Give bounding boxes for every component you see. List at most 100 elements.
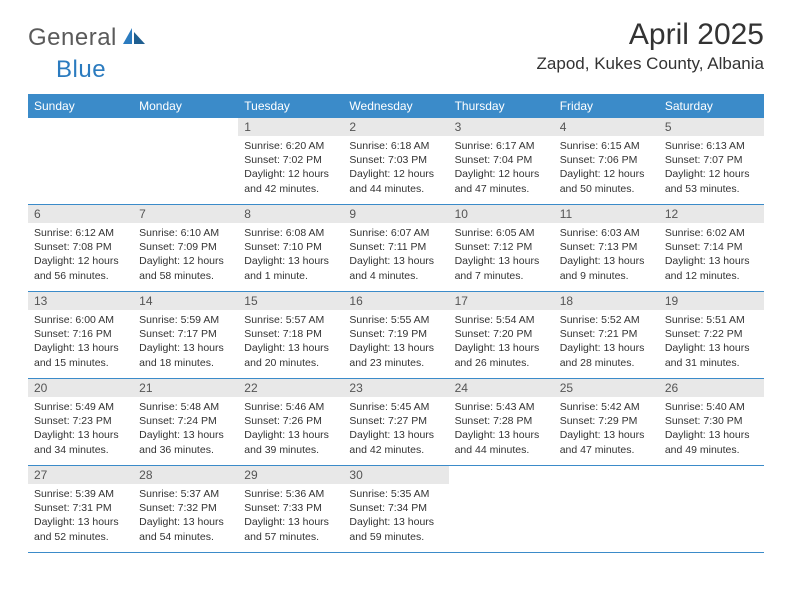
day-content: Sunrise: 5:55 AMSunset: 7:19 PMDaylight:… [343,310,448,373]
weekday-header: Saturday [659,94,764,118]
location-text: Zapod, Kukes County, Albania [537,54,764,74]
day-number: 9 [343,205,448,223]
day-cell: 21Sunrise: 5:48 AMSunset: 7:24 PMDayligh… [133,379,238,466]
day-content: Sunrise: 6:15 AMSunset: 7:06 PMDaylight:… [554,136,659,199]
day-cell: 12Sunrise: 6:02 AMSunset: 7:14 PMDayligh… [659,205,764,292]
day-content: Sunrise: 5:51 AMSunset: 7:22 PMDaylight:… [659,310,764,373]
page-title: April 2025 [537,18,764,52]
day-number: 18 [554,292,659,310]
day-cell: 6Sunrise: 6:12 AMSunset: 7:08 PMDaylight… [28,205,133,292]
empty-day-cell [554,466,659,553]
day-content: Sunrise: 5:46 AMSunset: 7:26 PMDaylight:… [238,397,343,460]
day-content: Sunrise: 6:03 AMSunset: 7:13 PMDaylight:… [554,223,659,286]
day-number: 19 [659,292,764,310]
day-number: 11 [554,205,659,223]
day-number: 10 [449,205,554,223]
day-number: 22 [238,379,343,397]
day-number: 21 [133,379,238,397]
day-number: 24 [449,379,554,397]
empty-day-cell [28,118,133,205]
calendar-week-row: 1Sunrise: 6:20 AMSunset: 7:02 PMDaylight… [28,118,764,205]
day-number: 30 [343,466,448,484]
day-cell: 28Sunrise: 5:37 AMSunset: 7:32 PMDayligh… [133,466,238,553]
day-content: Sunrise: 5:57 AMSunset: 7:18 PMDaylight:… [238,310,343,373]
day-content: Sunrise: 5:35 AMSunset: 7:34 PMDaylight:… [343,484,448,547]
day-cell: 7Sunrise: 6:10 AMSunset: 7:09 PMDaylight… [133,205,238,292]
weekday-header: Wednesday [343,94,448,118]
empty-day-cell [449,466,554,553]
day-content: Sunrise: 5:54 AMSunset: 7:20 PMDaylight:… [449,310,554,373]
calendar-table: SundayMondayTuesdayWednesdayThursdayFrid… [28,94,764,553]
day-number: 7 [133,205,238,223]
day-content: Sunrise: 5:59 AMSunset: 7:17 PMDaylight:… [133,310,238,373]
weekday-header: Monday [133,94,238,118]
empty-day-cell [133,118,238,205]
day-cell: 20Sunrise: 5:49 AMSunset: 7:23 PMDayligh… [28,379,133,466]
day-content: Sunrise: 6:12 AMSunset: 7:08 PMDaylight:… [28,223,133,286]
day-content: Sunrise: 5:48 AMSunset: 7:24 PMDaylight:… [133,397,238,460]
logo-text-blue: Blue [56,56,106,84]
day-content: Sunrise: 6:17 AMSunset: 7:04 PMDaylight:… [449,136,554,199]
day-cell: 11Sunrise: 6:03 AMSunset: 7:13 PMDayligh… [554,205,659,292]
day-cell: 25Sunrise: 5:42 AMSunset: 7:29 PMDayligh… [554,379,659,466]
day-content: Sunrise: 6:02 AMSunset: 7:14 PMDaylight:… [659,223,764,286]
day-number: 3 [449,118,554,136]
day-number: 12 [659,205,764,223]
day-content: Sunrise: 6:13 AMSunset: 7:07 PMDaylight:… [659,136,764,199]
day-cell: 5Sunrise: 6:13 AMSunset: 7:07 PMDaylight… [659,118,764,205]
day-content: Sunrise: 6:00 AMSunset: 7:16 PMDaylight:… [28,310,133,373]
day-content: Sunrise: 5:42 AMSunset: 7:29 PMDaylight:… [554,397,659,460]
day-content: Sunrise: 5:49 AMSunset: 7:23 PMDaylight:… [28,397,133,460]
day-cell: 14Sunrise: 5:59 AMSunset: 7:17 PMDayligh… [133,292,238,379]
day-content: Sunrise: 5:40 AMSunset: 7:30 PMDaylight:… [659,397,764,460]
day-cell: 19Sunrise: 5:51 AMSunset: 7:22 PMDayligh… [659,292,764,379]
day-number: 2 [343,118,448,136]
day-cell: 22Sunrise: 5:46 AMSunset: 7:26 PMDayligh… [238,379,343,466]
weekday-header: Thursday [449,94,554,118]
day-number: 27 [28,466,133,484]
day-cell: 3Sunrise: 6:17 AMSunset: 7:04 PMDaylight… [449,118,554,205]
day-cell: 29Sunrise: 5:36 AMSunset: 7:33 PMDayligh… [238,466,343,553]
day-cell: 15Sunrise: 5:57 AMSunset: 7:18 PMDayligh… [238,292,343,379]
day-content: Sunrise: 6:20 AMSunset: 7:02 PMDaylight:… [238,136,343,199]
day-content: Sunrise: 5:52 AMSunset: 7:21 PMDaylight:… [554,310,659,373]
empty-day-cell [659,466,764,553]
day-content: Sunrise: 5:43 AMSunset: 7:28 PMDaylight:… [449,397,554,460]
day-content: Sunrise: 6:18 AMSunset: 7:03 PMDaylight:… [343,136,448,199]
day-content: Sunrise: 6:05 AMSunset: 7:12 PMDaylight:… [449,223,554,286]
calendar-week-row: 20Sunrise: 5:49 AMSunset: 7:23 PMDayligh… [28,379,764,466]
calendar-week-row: 27Sunrise: 5:39 AMSunset: 7:31 PMDayligh… [28,466,764,553]
day-cell: 8Sunrise: 6:08 AMSunset: 7:10 PMDaylight… [238,205,343,292]
day-cell: 26Sunrise: 5:40 AMSunset: 7:30 PMDayligh… [659,379,764,466]
day-content: Sunrise: 6:08 AMSunset: 7:10 PMDaylight:… [238,223,343,286]
day-number: 5 [659,118,764,136]
calendar-body: 1Sunrise: 6:20 AMSunset: 7:02 PMDaylight… [28,118,764,553]
day-cell: 10Sunrise: 6:05 AMSunset: 7:12 PMDayligh… [449,205,554,292]
day-number: 1 [238,118,343,136]
weekday-header: Sunday [28,94,133,118]
day-content: Sunrise: 5:39 AMSunset: 7:31 PMDaylight:… [28,484,133,547]
day-content: Sunrise: 5:36 AMSunset: 7:33 PMDaylight:… [238,484,343,547]
logo-text-general: General [28,24,117,52]
day-number: 13 [28,292,133,310]
weekday-header-row: SundayMondayTuesdayWednesdayThursdayFrid… [28,94,764,118]
day-cell: 24Sunrise: 5:43 AMSunset: 7:28 PMDayligh… [449,379,554,466]
weekday-header: Friday [554,94,659,118]
day-cell: 9Sunrise: 6:07 AMSunset: 7:11 PMDaylight… [343,205,448,292]
calendar-week-row: 13Sunrise: 6:00 AMSunset: 7:16 PMDayligh… [28,292,764,379]
day-content: Sunrise: 6:07 AMSunset: 7:11 PMDaylight:… [343,223,448,286]
day-number: 15 [238,292,343,310]
calendar-week-row: 6Sunrise: 6:12 AMSunset: 7:08 PMDaylight… [28,205,764,292]
day-number: 17 [449,292,554,310]
day-number: 25 [554,379,659,397]
day-cell: 4Sunrise: 6:15 AMSunset: 7:06 PMDaylight… [554,118,659,205]
day-content: Sunrise: 6:10 AMSunset: 7:09 PMDaylight:… [133,223,238,286]
day-cell: 1Sunrise: 6:20 AMSunset: 7:02 PMDaylight… [238,118,343,205]
day-cell: 18Sunrise: 5:52 AMSunset: 7:21 PMDayligh… [554,292,659,379]
sails-icon [121,26,147,51]
day-number: 6 [28,205,133,223]
day-number: 28 [133,466,238,484]
day-number: 23 [343,379,448,397]
weekday-header: Tuesday [238,94,343,118]
day-number: 26 [659,379,764,397]
